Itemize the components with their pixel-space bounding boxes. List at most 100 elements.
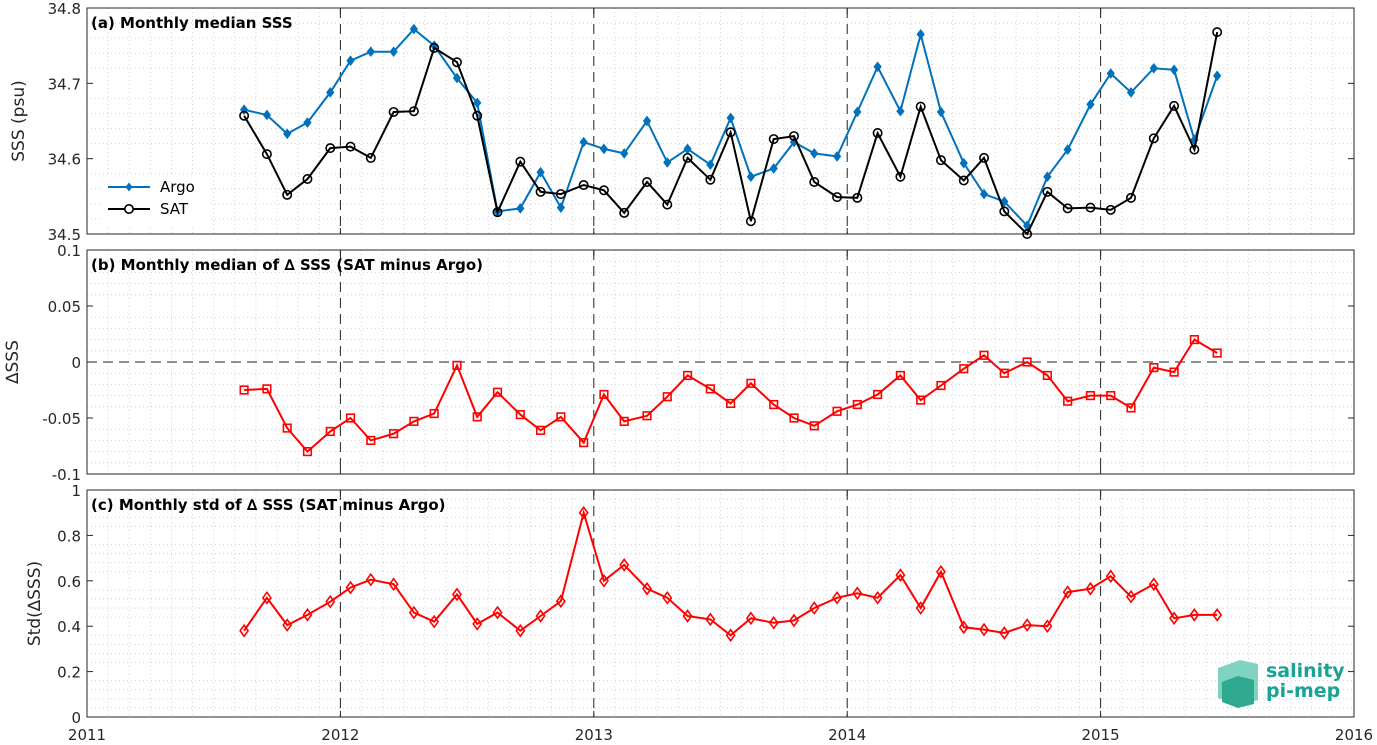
x-tick-label: 2013	[575, 726, 613, 744]
data-point	[1126, 403, 1136, 413]
data-point	[408, 605, 419, 620]
legend-marker-argo	[125, 182, 133, 192]
data-point	[262, 384, 272, 394]
data-point	[979, 622, 990, 637]
data-point	[578, 180, 589, 191]
data-point	[1169, 64, 1179, 76]
data-point	[725, 127, 736, 138]
data-point	[515, 623, 526, 638]
data-point	[1000, 196, 1009, 207]
data-point	[745, 611, 756, 626]
data-point	[492, 387, 503, 397]
data-point	[746, 171, 756, 183]
data-point	[706, 159, 715, 171]
data-point	[663, 157, 672, 168]
data-point	[1169, 367, 1179, 377]
data-point	[642, 581, 653, 596]
legend-label-sat: SAT	[160, 200, 189, 218]
y-axis-label: Std(∆SSS)	[25, 561, 45, 646]
y-tick-label: -0.1	[52, 466, 81, 484]
data-point	[239, 385, 249, 395]
data-point	[1042, 370, 1052, 381]
legend-label-argo: Argo	[160, 178, 195, 196]
series-line-delta	[244, 338, 1218, 454]
data-point	[429, 614, 440, 629]
data-point	[451, 587, 462, 602]
data-point	[1105, 569, 1116, 584]
data-point	[872, 128, 883, 139]
data-point	[282, 618, 293, 632]
data-point	[282, 423, 292, 433]
x-tick-labels: 2011 2012 2013 2014 2015 2016	[68, 726, 1373, 744]
data-point	[642, 411, 652, 421]
data-point	[999, 368, 1009, 378]
data-point	[599, 143, 609, 155]
data-point	[345, 141, 356, 152]
data-point	[1085, 581, 1096, 596]
data-point	[1169, 100, 1180, 111]
plot-area	[87, 490, 1354, 717]
data-point	[682, 152, 693, 163]
data-point	[1169, 611, 1180, 626]
axes-box	[86, 7, 1355, 235]
data-point	[1148, 577, 1159, 592]
data-point	[345, 413, 356, 423]
data-point	[303, 117, 312, 128]
x-tick-label: 2014	[828, 726, 866, 744]
data-point	[852, 192, 863, 203]
data-point	[1189, 607, 1200, 622]
data-point	[579, 438, 589, 448]
data-point	[1149, 362, 1159, 373]
data-point	[1126, 589, 1136, 604]
data-point	[261, 149, 272, 160]
data-point	[789, 413, 799, 423]
data-point	[452, 72, 462, 84]
data-point	[662, 392, 672, 402]
data-point	[832, 406, 842, 416]
data-point	[745, 216, 756, 227]
data-point	[726, 398, 736, 409]
y-tick-label: 0.8	[57, 527, 81, 545]
data-point	[895, 568, 906, 582]
data-point	[598, 185, 609, 196]
data-point	[345, 580, 356, 595]
series-line-delta	[243, 508, 1218, 637]
data-point	[409, 416, 419, 426]
y-tick-label: 1	[71, 482, 81, 500]
data-point	[492, 605, 503, 620]
data-point	[642, 115, 652, 127]
data-point	[535, 186, 546, 197]
series-line-sat	[243, 31, 1219, 236]
data-point	[535, 609, 546, 623]
data-point	[1062, 585, 1073, 600]
legend-marker-sat	[124, 204, 135, 215]
y-tick-label: 0	[71, 709, 81, 727]
data-point	[325, 143, 336, 154]
data-point	[1063, 144, 1072, 155]
data-point	[1042, 186, 1053, 197]
data-point	[1085, 202, 1096, 213]
y-tick-label: 0.2	[57, 664, 81, 682]
data-point	[472, 617, 483, 631]
data-point	[388, 106, 399, 117]
data-point	[1213, 70, 1222, 82]
data-point	[472, 412, 482, 422]
data-point	[302, 607, 313, 622]
data-point	[515, 410, 525, 420]
data-point	[239, 623, 250, 638]
data-point	[1106, 68, 1115, 79]
logo-text-line1: salinity	[1266, 660, 1345, 682]
data-point	[769, 163, 778, 174]
data-point	[959, 157, 968, 169]
logo-mark-front	[1222, 676, 1254, 708]
data-point	[958, 175, 969, 186]
y-tick-label: 0.05	[48, 298, 81, 316]
data-point	[492, 207, 503, 218]
y-tick-label: 34.7	[48, 75, 81, 93]
data-point	[788, 613, 799, 628]
x-tick-label: 2015	[1082, 726, 1120, 744]
data-point	[768, 134, 779, 145]
data-point	[895, 171, 906, 182]
